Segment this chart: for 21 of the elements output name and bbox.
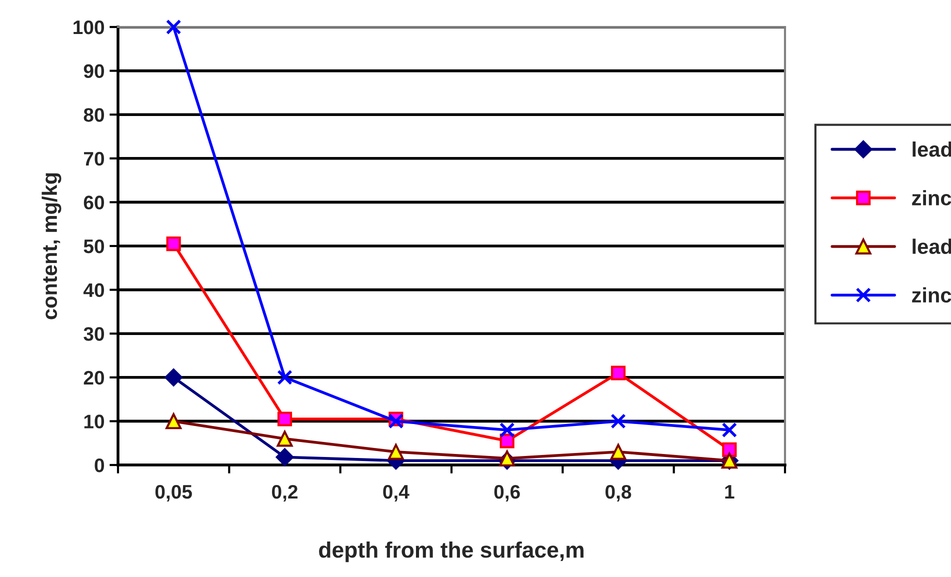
y-axis-title: content, mg/kg — [42, 173, 62, 320]
y-tick-label: 60 — [84, 196, 104, 210]
x-tick-label: 1 — [725, 485, 734, 499]
x-tick-label: 0,6 — [494, 484, 520, 502]
y-tick-label: 50 — [84, 239, 104, 254]
x-tick-label: 0,8 — [606, 484, 632, 502]
y-tick-label: 0 — [94, 458, 104, 472]
y-tick-label: 20 — [84, 370, 104, 385]
y-tick-label: 30 — [84, 327, 104, 341]
legend-label: zinc — [912, 190, 951, 206]
y-tick-label: 80 — [84, 108, 104, 122]
y-tick-label: 70 — [84, 152, 104, 166]
x-tick-label: 0,05 — [155, 484, 192, 502]
y-tick-label: 40 — [83, 283, 104, 298]
y-tick-label: 10 — [84, 414, 104, 428]
y-tick-label: 90 — [84, 64, 104, 78]
x-axis-title: depth from the surface,m — [319, 541, 584, 562]
y-tick-label: 100 — [74, 20, 104, 34]
x-tick-label: 0,4 — [383, 484, 410, 502]
legend-label: zinc — [912, 287, 951, 303]
x-tick-label: 0,2 — [272, 484, 298, 502]
